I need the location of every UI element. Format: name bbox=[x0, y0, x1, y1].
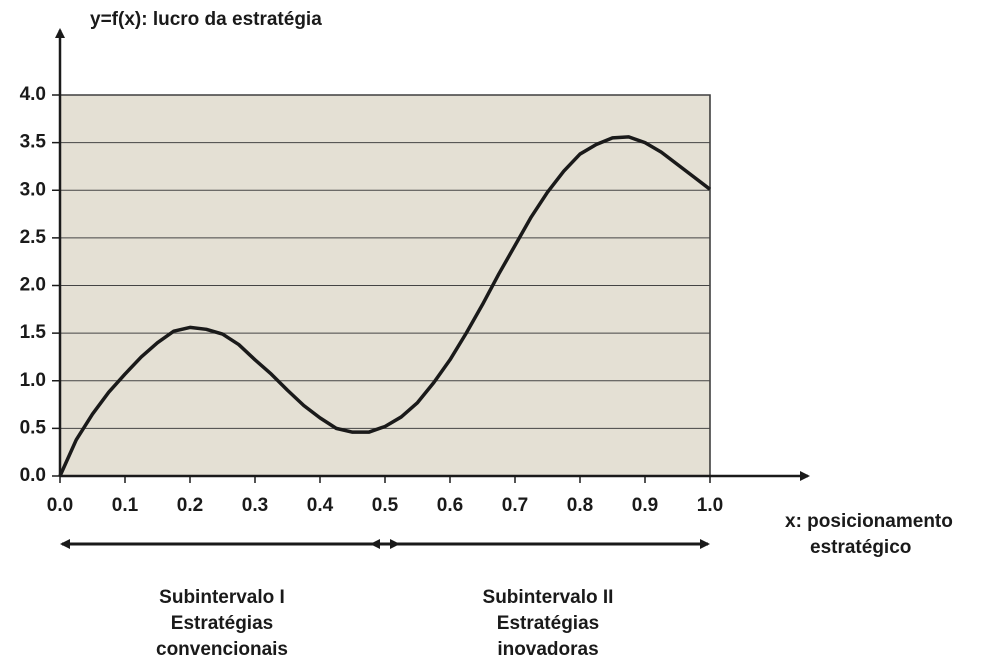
x-tick-label: 0.5 bbox=[372, 495, 399, 516]
y-axis-label: y=f(x): lucro da estratégia bbox=[90, 9, 322, 30]
x-tick-label: 0.4 bbox=[307, 495, 334, 516]
annotation: Subintervalo I bbox=[159, 587, 285, 608]
annotation: convencionais bbox=[156, 639, 288, 659]
y-tick-label: 1.5 bbox=[20, 322, 47, 343]
y-tick-label: 2.0 bbox=[20, 275, 46, 296]
x-tick-label: 0.6 bbox=[437, 495, 463, 516]
annotation: Estratégias bbox=[497, 613, 599, 634]
x-axis-label: x: posicionamento bbox=[785, 511, 953, 532]
x-tick-label: 0.9 bbox=[632, 495, 658, 516]
y-tick-label: 1.0 bbox=[20, 370, 46, 391]
x-tick-label: 0.3 bbox=[242, 495, 268, 516]
y-tick-label: 0.0 bbox=[20, 465, 46, 486]
annotation: inovadoras bbox=[497, 639, 598, 659]
x-tick-label: 0.2 bbox=[177, 495, 203, 516]
x-tick-label: 0.7 bbox=[502, 495, 528, 516]
x-tick-label: 0.1 bbox=[112, 495, 139, 516]
y-tick-label: 2.5 bbox=[20, 227, 47, 248]
y-tick-label: 3.5 bbox=[20, 132, 47, 153]
x-tick-label: 1.0 bbox=[697, 495, 723, 516]
y-tick-label: 4.0 bbox=[20, 84, 46, 105]
x-axis-label: estratégico bbox=[810, 537, 911, 558]
annotation: Estratégias bbox=[171, 613, 273, 634]
x-tick-label: 0.8 bbox=[567, 495, 593, 516]
curve bbox=[58, 135, 712, 477]
y-tick-label: 0.5 bbox=[20, 417, 47, 438]
annotation: Subintervalo II bbox=[483, 587, 614, 608]
y-tick-label: 3.0 bbox=[20, 179, 46, 200]
x-tick-label: 0.0 bbox=[47, 495, 73, 516]
